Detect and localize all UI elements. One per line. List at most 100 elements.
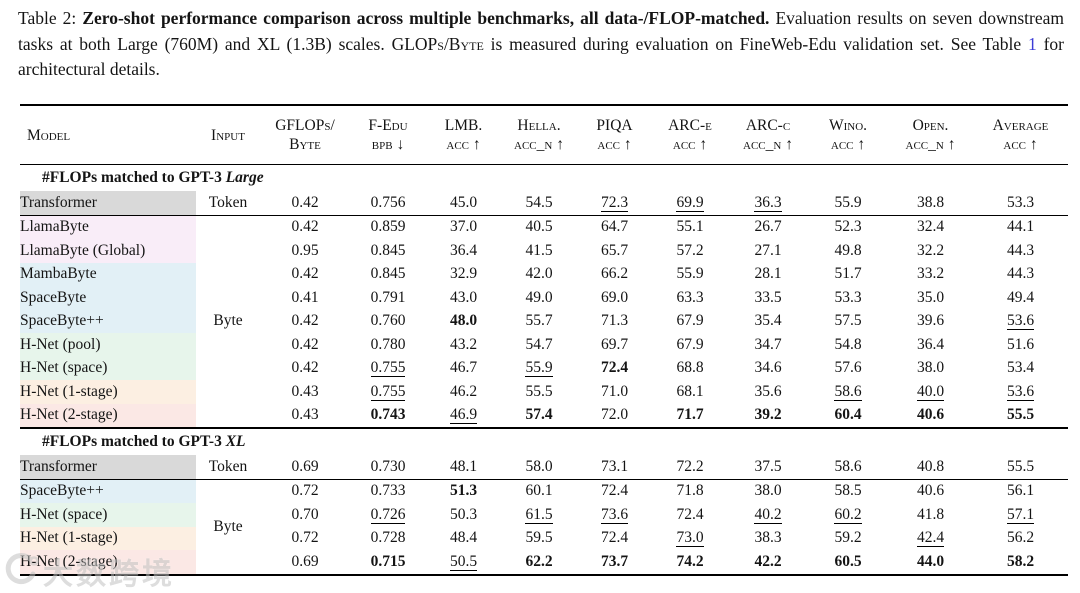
metric-value: 0.43 xyxy=(291,406,319,424)
metric-cell: 72.4 xyxy=(577,527,652,551)
table-row: SpaceByte++ 0.42 0.760 48.0 55.7 71.3 67.9 35.4… xyxy=(20,309,1068,334)
metric-cell: 57.5 xyxy=(808,310,888,334)
metric-cell: 40.6 xyxy=(888,479,973,503)
metric-value: 40.5 xyxy=(525,218,553,236)
metric-cell: 44.3 xyxy=(973,239,1068,263)
metric-cell: 0.69 xyxy=(260,455,350,480)
metric-value: 72.0 xyxy=(600,406,629,424)
model-cell: SpaceByte++ xyxy=(20,309,196,333)
metric-value: 0.95 xyxy=(291,241,319,259)
metric-cell: 0.42 xyxy=(260,263,350,287)
metric-cell: 0.42 xyxy=(260,191,350,216)
metric-value: 44.3 xyxy=(1006,241,1035,259)
metric-cell: 59.2 xyxy=(808,527,888,551)
metric-value: 60.4 xyxy=(834,406,862,424)
metric-value: 0.42 xyxy=(291,335,319,353)
metric-value: 43.2 xyxy=(449,335,478,353)
column-header-line2: acc ↑ xyxy=(597,136,632,153)
metric-cell: 0.760 xyxy=(350,310,426,334)
metric-cell: 45.0 xyxy=(426,191,501,216)
metric-cell: 32.2 xyxy=(888,239,973,263)
model-cell: Transformer xyxy=(20,191,196,216)
metric-cell: 71.8 xyxy=(652,479,728,503)
metric-value: 38.3 xyxy=(754,529,782,547)
metric-value: 37.5 xyxy=(754,457,782,475)
column-header-arcc: ARC-c acc_n ↑ xyxy=(728,105,808,165)
metric-value: 60.1 xyxy=(525,482,553,500)
metric-cell: 0.780 xyxy=(350,333,426,357)
model-cell: H-Net (2-stage) xyxy=(20,550,196,575)
metric-cell: 72.0 xyxy=(577,404,652,429)
metric-value: 69.0 xyxy=(600,288,629,306)
table-row: H-Net (space) 0.42 0.755 46.7 55.9 72.4 68.8 34… xyxy=(20,356,1068,381)
model-cell: H-Net (pool) xyxy=(20,333,196,357)
column-header-wino: Wino. acc ↑ xyxy=(808,105,888,165)
metric-cell: 71.7 xyxy=(652,404,728,429)
metric-value: 54.5 xyxy=(525,193,553,211)
metric-cell: 43.0 xyxy=(426,286,501,310)
column-header-open: Open. acc_n ↑ xyxy=(888,105,973,165)
metric-value: 36.4 xyxy=(449,241,478,259)
metric-value: 61.5 xyxy=(525,505,553,524)
column-header-line1: ARC-e xyxy=(668,117,712,134)
metric-value: 0.780 xyxy=(370,335,406,353)
metric-cell: 51.3 xyxy=(426,479,501,503)
metric-value: 55.5 xyxy=(525,382,553,400)
metric-cell: 38.0 xyxy=(888,357,973,381)
metric-value: 72.4 xyxy=(600,359,629,377)
input-cell: Token xyxy=(196,455,260,480)
metric-value: 58.0 xyxy=(525,457,553,475)
metric-value: 55.9 xyxy=(834,193,862,211)
metric-cell: 0.95 xyxy=(260,239,350,263)
metric-value: 64.7 xyxy=(600,218,629,236)
metric-cell: 0.791 xyxy=(350,286,426,310)
metric-value: 57.6 xyxy=(834,359,862,377)
metric-cell: 55.5 xyxy=(501,380,577,404)
metric-cell: 34.7 xyxy=(728,333,808,357)
metric-value: 50.3 xyxy=(449,505,478,523)
metric-cell: 73.6 xyxy=(577,503,652,527)
metric-cell: 48.1 xyxy=(426,455,501,480)
caption-segment: Table 2: xyxy=(18,8,83,28)
metric-cell: 64.7 xyxy=(577,215,652,239)
metric-value: 36.3 xyxy=(754,193,782,212)
metric-cell: 73.7 xyxy=(577,550,652,575)
table-row: H-Net (space) 0.70 0.726 50.3 61.5 73.6 72.4 40… xyxy=(20,503,1068,527)
column-header-fedu: F-Edu bpb ↓ xyxy=(350,105,426,165)
metric-value: 44.3 xyxy=(1006,265,1035,283)
metric-cell: 28.1 xyxy=(728,263,808,287)
metric-cell: 46.9 xyxy=(426,404,501,429)
metric-cell: 55.5 xyxy=(973,455,1068,480)
metric-cell: 69.0 xyxy=(577,286,652,310)
metric-cell: 56.1 xyxy=(973,479,1068,503)
column-header-line2: acc_n ↑ xyxy=(514,136,564,153)
column-header-line1: Wino. xyxy=(828,117,868,134)
metric-cell: 41.5 xyxy=(501,239,577,263)
metric-cell: 0.42 xyxy=(260,310,350,334)
metric-value: 42.4 xyxy=(916,529,945,548)
metric-cell: 0.743 xyxy=(350,404,426,429)
model-cell: H-Net (space) xyxy=(20,356,196,380)
metric-cell: 56.2 xyxy=(973,527,1068,551)
metric-cell: 0.756 xyxy=(350,191,426,216)
metric-value: 27.1 xyxy=(754,241,782,259)
metric-value: 63.3 xyxy=(676,288,704,306)
metric-cell: 72.4 xyxy=(577,479,652,503)
metric-cell: 36.3 xyxy=(728,191,808,216)
metric-cell: 69.9 xyxy=(652,191,728,216)
metric-cell: 54.7 xyxy=(501,333,577,357)
metric-value: 0.715 xyxy=(370,552,406,570)
metric-value: 0.755 xyxy=(370,359,406,378)
metric-cell: 38.0 xyxy=(728,479,808,503)
metric-value: 0.42 xyxy=(291,193,319,211)
metric-value: 59.2 xyxy=(834,529,862,547)
metric-cell: 35.6 xyxy=(728,380,808,404)
metric-value: 54.8 xyxy=(834,335,862,353)
header-row: Model Input GFLOPs/Byte F-Edu bpb ↓ LMB. acc ↑… xyxy=(20,105,1068,165)
section-header-scale: XL xyxy=(225,433,246,450)
metric-value: 53.4 xyxy=(1006,359,1035,377)
metric-value: 0.859 xyxy=(370,218,406,236)
metric-value: 68.8 xyxy=(676,359,704,377)
metric-value: 55.5 xyxy=(1006,406,1035,424)
table-ref-link[interactable]: 1 xyxy=(1028,33,1037,54)
